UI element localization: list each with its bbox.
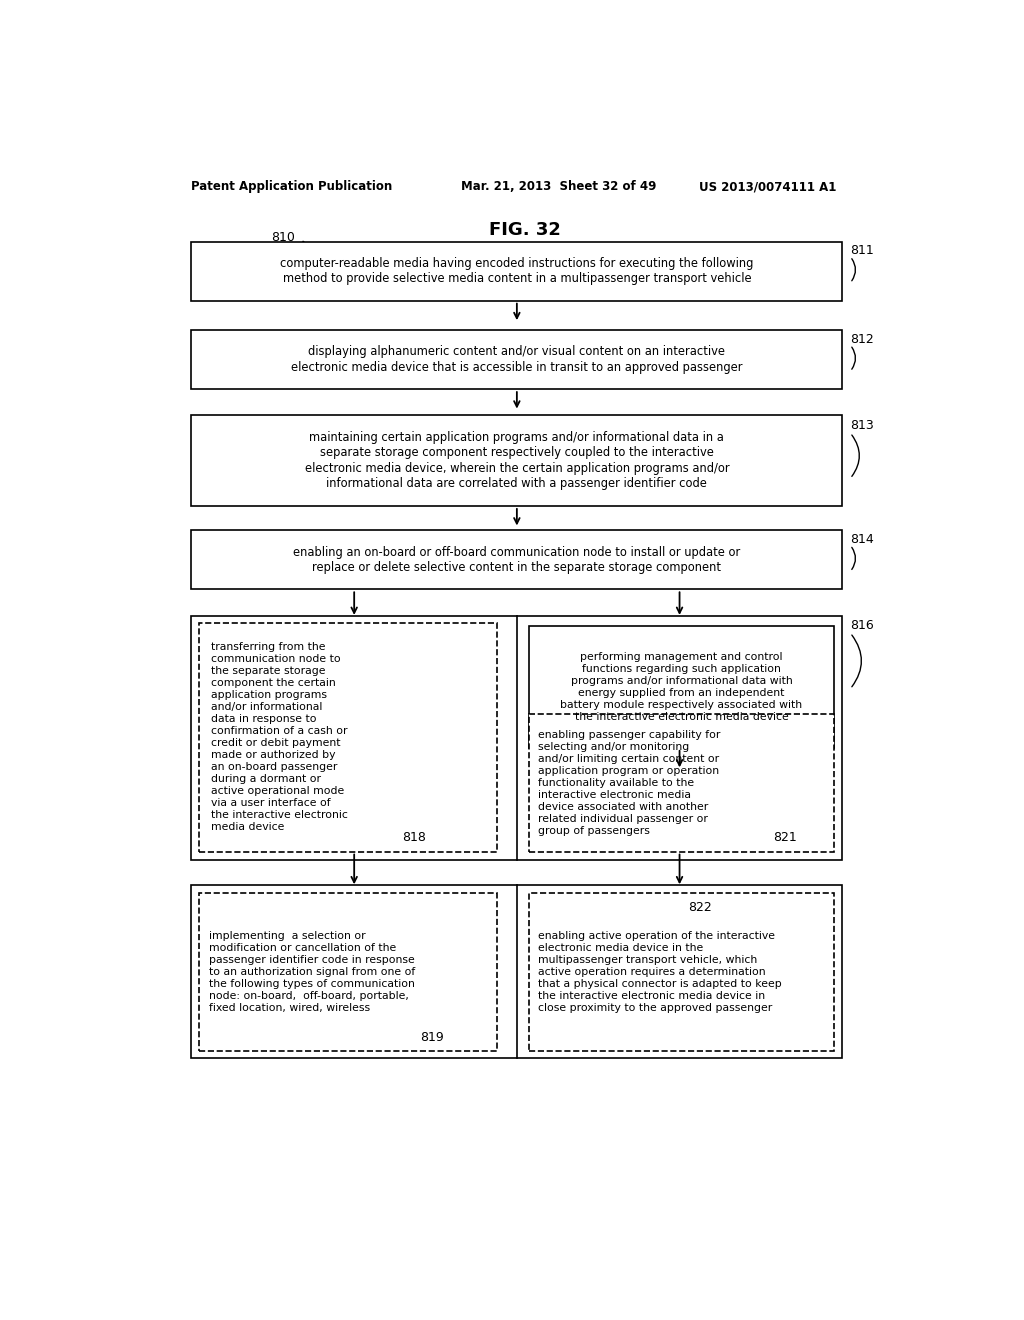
Text: 816: 816 xyxy=(850,619,873,632)
FancyBboxPatch shape xyxy=(191,615,842,859)
Text: Mar. 21, 2013  Sheet 32 of 49: Mar. 21, 2013 Sheet 32 of 49 xyxy=(461,181,656,193)
FancyBboxPatch shape xyxy=(528,894,835,1051)
Text: 822: 822 xyxy=(688,900,712,913)
Text: 812: 812 xyxy=(850,333,873,346)
Text: displaying alphanumeric content and/or visual content on an interactive
electron: displaying alphanumeric content and/or v… xyxy=(291,346,742,374)
FancyBboxPatch shape xyxy=(191,414,842,506)
FancyBboxPatch shape xyxy=(191,242,842,301)
Text: maintaining certain application programs and/or informational data in a
separate: maintaining certain application programs… xyxy=(304,430,729,490)
Text: Patent Application Publication: Patent Application Publication xyxy=(191,181,393,193)
Text: transferring from the
communication node to
the separate storage
component the c: transferring from the communication node… xyxy=(211,643,348,832)
Text: 814: 814 xyxy=(850,533,873,545)
Text: 818: 818 xyxy=(401,830,426,843)
FancyBboxPatch shape xyxy=(191,330,842,389)
FancyBboxPatch shape xyxy=(191,886,842,1057)
Text: 811: 811 xyxy=(850,244,873,257)
Text: 813: 813 xyxy=(850,418,873,432)
FancyBboxPatch shape xyxy=(191,531,842,589)
FancyBboxPatch shape xyxy=(200,894,497,1051)
Text: 821: 821 xyxy=(773,830,797,843)
FancyBboxPatch shape xyxy=(528,626,835,748)
Text: enabling passenger capability for
selecting and/or monitoring
and/or limiting ce: enabling passenger capability for select… xyxy=(539,730,721,836)
Text: enabling active operation of the interactive
electronic media device in the
mult: enabling active operation of the interac… xyxy=(539,931,782,1012)
FancyBboxPatch shape xyxy=(200,623,497,851)
Text: enabling an on-board or off-board communication node to install or update or
rep: enabling an on-board or off-board commun… xyxy=(293,545,740,574)
Text: 810: 810 xyxy=(270,231,295,244)
Text: computer-readable media having encoded instructions for executing the following
: computer-readable media having encoded i… xyxy=(281,257,754,285)
Text: US 2013/0074111 A1: US 2013/0074111 A1 xyxy=(699,181,837,193)
Text: performing management and control
functions regarding such application
programs : performing management and control functi… xyxy=(560,652,803,722)
FancyBboxPatch shape xyxy=(528,714,835,851)
Text: implementing  a selection or
modification or cancellation of the
passenger ident: implementing a selection or modification… xyxy=(209,931,415,1012)
Text: FIG. 32: FIG. 32 xyxy=(488,220,561,239)
Text: 819: 819 xyxy=(420,1031,443,1044)
